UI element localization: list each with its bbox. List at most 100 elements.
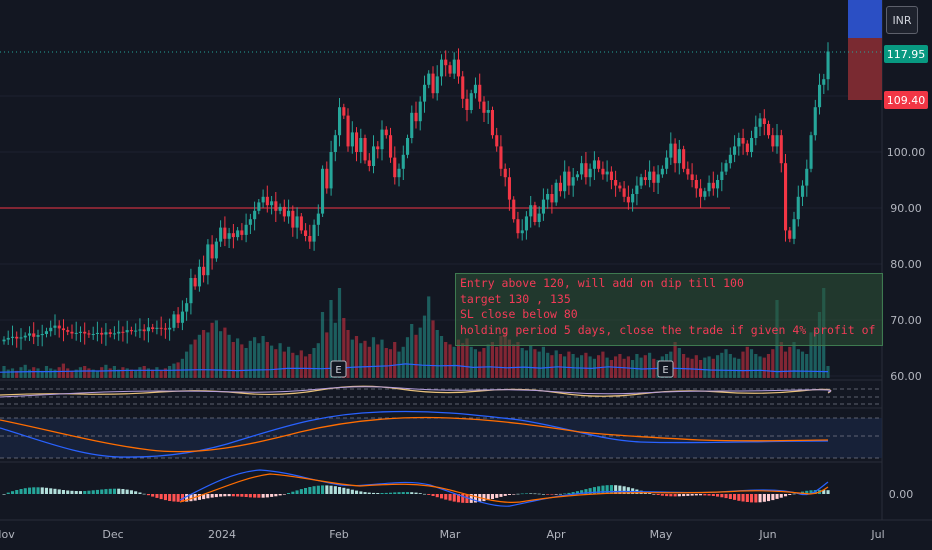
candle-body	[444, 59, 448, 66]
candle-body	[384, 129, 388, 136]
macd-bar	[431, 494, 435, 496]
macd-bar	[253, 494, 257, 498]
candle-body	[159, 327, 163, 329]
volume-bar	[609, 360, 613, 378]
macd-bar	[108, 488, 112, 494]
target-zone-box	[848, 0, 882, 38]
macd-bar	[312, 486, 316, 494]
candle-body	[100, 332, 104, 335]
candle-body	[707, 182, 711, 192]
macd-bar	[393, 492, 397, 494]
macd-bar	[618, 485, 622, 494]
candle-body	[771, 135, 775, 147]
macd-bar	[316, 485, 320, 494]
volume-bar	[567, 351, 571, 378]
volume-bar	[495, 346, 499, 378]
candle-body	[40, 334, 44, 336]
candle-body	[278, 206, 282, 211]
volume-bar	[754, 354, 758, 378]
earnings-marker-1[interactable]: E	[330, 360, 347, 378]
macd-bar	[36, 487, 40, 494]
x-tick-jul: Jul	[870, 528, 884, 541]
earnings-marker-2[interactable]: E	[657, 360, 674, 378]
candle-body	[452, 59, 456, 74]
volume-bar	[367, 346, 371, 378]
macd-bar	[244, 494, 248, 497]
macd-bar	[707, 494, 711, 496]
macd-bar	[61, 490, 65, 494]
candle-body	[367, 160, 371, 166]
candle-body	[507, 177, 511, 200]
volume-bar	[639, 357, 643, 378]
volume-bar	[724, 349, 728, 378]
volume-bar	[159, 370, 163, 378]
macd-bar	[304, 488, 308, 494]
x-tick-mar: Mar	[440, 528, 461, 541]
candle-body	[435, 76, 439, 94]
volume-bar	[342, 318, 346, 378]
candle-body	[601, 168, 605, 175]
volume-bar	[6, 369, 10, 378]
volume-bar	[66, 368, 70, 378]
volume-bar	[261, 336, 265, 378]
volume-bar	[270, 345, 274, 378]
macd-bar	[737, 494, 741, 501]
y-tick-80: 80.00	[890, 258, 922, 271]
macd-bar	[308, 487, 312, 494]
candle-body	[287, 210, 291, 217]
macd-bar	[214, 494, 218, 498]
candle-body	[129, 330, 133, 332]
macd-bar	[699, 494, 703, 496]
volume-bar	[202, 330, 206, 378]
volume-bar	[711, 358, 715, 378]
macd-bar	[49, 488, 53, 494]
candle-body	[36, 335, 40, 337]
candle-body	[809, 135, 813, 169]
volume-bar	[325, 332, 329, 378]
candle-body	[469, 93, 473, 110]
volume-bar	[486, 344, 490, 378]
macd-bar	[435, 494, 439, 498]
volume-bar	[236, 338, 240, 378]
candle-body	[588, 168, 592, 178]
candle-body	[350, 132, 354, 147]
macd-bar	[342, 487, 346, 494]
volume-bar	[214, 320, 218, 378]
macd-bar	[223, 494, 227, 497]
volume-bar	[507, 339, 511, 378]
svg-text:E: E	[662, 365, 668, 376]
volume-bar	[622, 358, 626, 378]
candle-body	[257, 202, 261, 211]
macd-bar	[299, 489, 303, 494]
candle-body	[202, 266, 206, 276]
candle-body	[686, 168, 690, 175]
macd-bar	[550, 494, 554, 495]
candle-body	[490, 110, 494, 136]
macd-bar	[788, 494, 792, 495]
candle-body	[580, 163, 584, 175]
volume-bar	[287, 346, 291, 378]
candle-body	[609, 171, 613, 180]
macd-bar	[83, 491, 87, 494]
volume-bar	[112, 366, 116, 378]
candle-body	[304, 230, 308, 236]
currency-button[interactable]: INR	[886, 6, 918, 34]
trade-note[interactable]: Entry above 120, will add on dip till 10…	[455, 273, 883, 346]
candle-body	[677, 149, 681, 164]
candle-body	[614, 180, 618, 186]
macd-bar	[338, 487, 342, 494]
candle-body	[2, 339, 6, 342]
volume-bar	[435, 330, 439, 378]
x-tick-jun: Jun	[758, 528, 776, 541]
macd-bar	[236, 494, 240, 497]
volume-bar	[27, 369, 32, 378]
macd-bar	[172, 494, 176, 502]
volume-bar	[78, 367, 82, 378]
volume-bar	[749, 349, 754, 378]
volume-bar	[91, 369, 95, 378]
candle-body	[652, 171, 656, 183]
volume-bar	[686, 357, 690, 378]
candle-body	[826, 51, 830, 80]
candle-body	[758, 118, 762, 127]
volume-bar	[703, 357, 707, 378]
